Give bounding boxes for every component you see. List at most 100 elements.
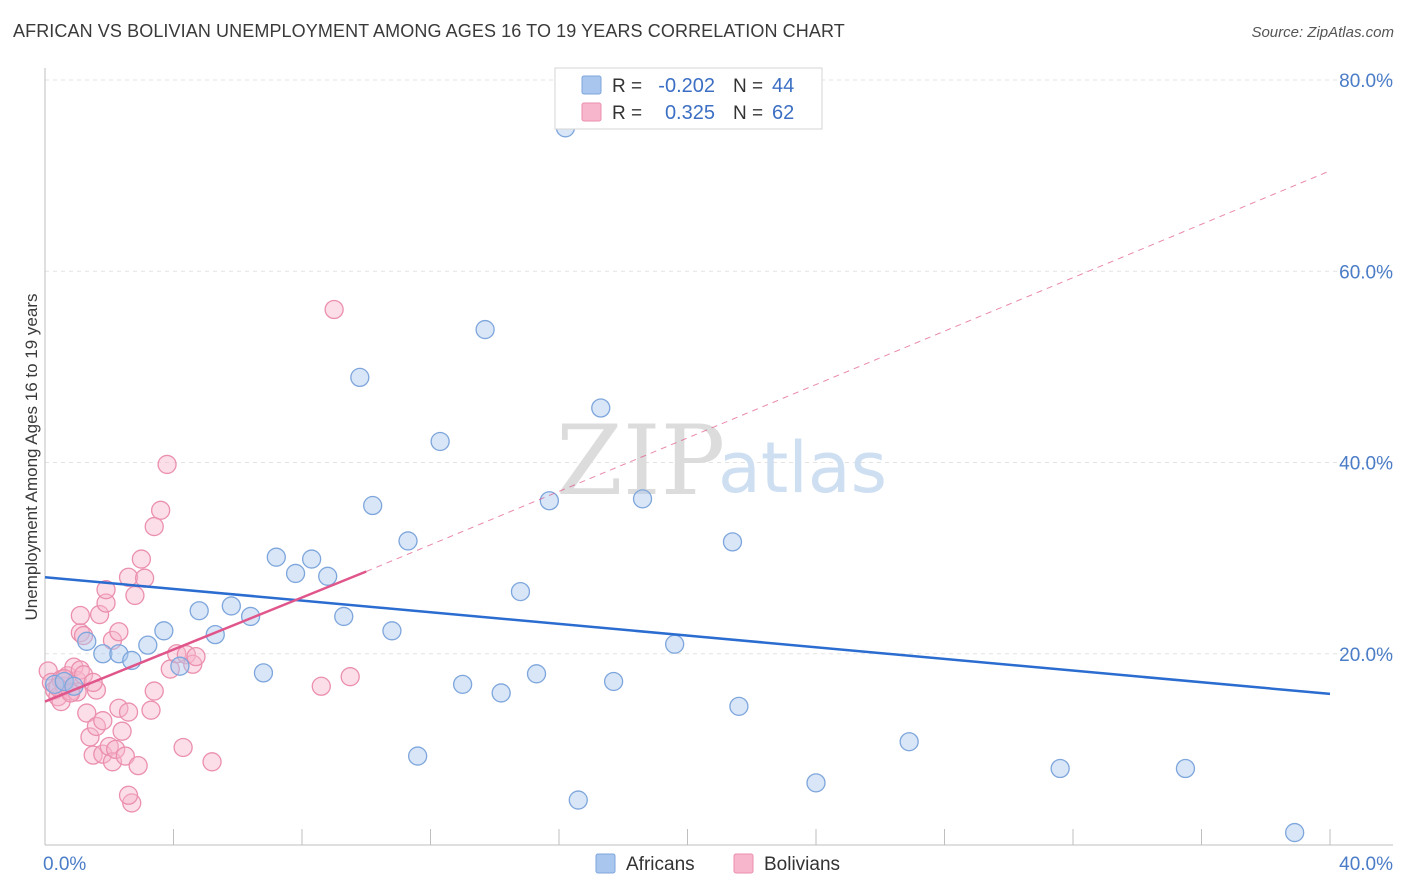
legend-bolivians-r-value: 0.325 bbox=[665, 102, 715, 124]
bolivian-point bbox=[186, 646, 206, 667]
x-tick-label-max: 40.0% bbox=[1339, 854, 1393, 875]
legend-bolivians-swatch bbox=[581, 102, 602, 122]
african-point bbox=[899, 732, 919, 752]
african-point bbox=[253, 663, 274, 683]
african-point bbox=[1285, 822, 1305, 843]
african-point bbox=[1050, 758, 1070, 779]
african-point bbox=[138, 635, 158, 655]
bolivian-point bbox=[202, 752, 222, 772]
legend-africans-n-label: N = bbox=[733, 76, 763, 97]
bolivian-point bbox=[176, 645, 197, 665]
axes bbox=[44, 68, 1393, 846]
african-point bbox=[632, 489, 653, 509]
bolivian-point bbox=[150, 500, 171, 520]
africans-series bbox=[44, 118, 1305, 843]
legend-africans-n-value: 44 bbox=[772, 75, 794, 97]
african-point bbox=[539, 491, 560, 511]
african-point bbox=[382, 621, 402, 641]
legend-africans-r-value: -0.202 bbox=[658, 75, 715, 97]
y-tick-label-40: 40.0% bbox=[1339, 454, 1393, 475]
legend-bolivians-n-label: N = bbox=[733, 103, 763, 124]
bolivians-series bbox=[38, 299, 360, 813]
y-tick-label-60: 60.0% bbox=[1339, 262, 1393, 283]
bolivian-point bbox=[128, 755, 148, 776]
african-point bbox=[729, 696, 749, 716]
bolivian-point bbox=[96, 580, 116, 600]
african-point bbox=[491, 683, 511, 703]
african-point bbox=[318, 566, 338, 586]
y-tick-label-80: 80.0% bbox=[1339, 71, 1393, 92]
bolivian-point bbox=[125, 585, 145, 606]
chart-title: AFRICAN VS BOLIVIAN UNEMPLOYMENT AMONG A… bbox=[13, 21, 845, 41]
african-point bbox=[526, 664, 547, 684]
bolivian-point bbox=[144, 516, 164, 537]
bolivian-point bbox=[73, 625, 94, 646]
african-point bbox=[430, 431, 450, 452]
legend-bolivians-n-value: 62 bbox=[772, 102, 794, 124]
watermark: ZIP atlas bbox=[556, 405, 887, 517]
x-tick-label-min: 0.0% bbox=[43, 854, 86, 875]
bolivian-point bbox=[109, 622, 129, 642]
bolivian-point bbox=[70, 605, 90, 626]
african-point bbox=[603, 671, 624, 692]
y-tick-labels: 20.0% 40.0% 60.0% 80.0% bbox=[1339, 71, 1393, 666]
bolivian-point bbox=[115, 746, 135, 766]
bolivian-point bbox=[80, 727, 100, 747]
bottom-legend-bolivians-swatch bbox=[733, 853, 754, 874]
african-point bbox=[398, 531, 418, 551]
african-point bbox=[665, 634, 685, 654]
bolivian-point bbox=[340, 667, 360, 687]
bolivian-point bbox=[93, 711, 113, 731]
bolivians-trend-line bbox=[44, 570, 367, 703]
african-point bbox=[510, 581, 531, 602]
african-point bbox=[568, 790, 588, 810]
african-point bbox=[154, 621, 174, 641]
african-point bbox=[722, 532, 743, 552]
bolivian-point bbox=[118, 785, 139, 805]
african-point bbox=[221, 596, 241, 616]
trend-lines bbox=[44, 170, 1331, 703]
african-point bbox=[54, 671, 74, 692]
bottom-legend-africans-label: Africans bbox=[626, 854, 695, 875]
africans-trend-line bbox=[44, 576, 1331, 696]
legend-bolivians-r-label: R = bbox=[612, 103, 642, 124]
african-point bbox=[407, 746, 428, 766]
african-point bbox=[301, 549, 322, 569]
african-point bbox=[350, 367, 370, 388]
bolivians-trend-extension bbox=[366, 170, 1331, 572]
african-point bbox=[334, 606, 354, 627]
african-point bbox=[475, 319, 495, 340]
bolivian-point bbox=[109, 698, 129, 718]
bolivian-point bbox=[157, 454, 177, 475]
bolivian-point bbox=[324, 299, 344, 320]
african-point bbox=[77, 631, 97, 651]
source-attribution: Source: ZipAtlas.com bbox=[1251, 24, 1394, 41]
watermark-atlas-text: atlas bbox=[718, 427, 887, 509]
bottom-legend-bolivians-label: Bolivians bbox=[764, 854, 840, 875]
bottom-legend-africans-swatch bbox=[595, 853, 616, 874]
bolivian-point bbox=[311, 676, 331, 696]
african-point bbox=[452, 674, 473, 694]
bolivian-point bbox=[83, 745, 103, 765]
y-tick-label-20: 20.0% bbox=[1339, 645, 1393, 666]
african-point bbox=[285, 563, 306, 584]
bolivian-point bbox=[106, 739, 126, 760]
bolivian-point bbox=[118, 567, 139, 587]
bolivian-point bbox=[131, 549, 152, 569]
y-axis-title: Unemployment Among Ages 16 to 19 years bbox=[22, 294, 41, 621]
legend-top: R = -0.202 N = 44 R = 0.325 N = 62 bbox=[554, 67, 823, 130]
bolivian-point bbox=[89, 604, 110, 625]
bolivian-point bbox=[144, 681, 164, 701]
bolivian-point bbox=[112, 721, 132, 741]
bolivian-point bbox=[141, 700, 161, 720]
bolivian-point bbox=[96, 593, 116, 613]
african-point bbox=[591, 398, 611, 418]
legend-africans-swatch bbox=[581, 75, 602, 95]
legend-bottom: Africans Bolivians bbox=[595, 853, 840, 875]
african-point bbox=[363, 495, 383, 516]
watermark-zip-text: ZIP bbox=[556, 405, 725, 517]
bolivian-point bbox=[118, 702, 139, 722]
african-point bbox=[93, 644, 113, 664]
african-point bbox=[170, 656, 190, 676]
